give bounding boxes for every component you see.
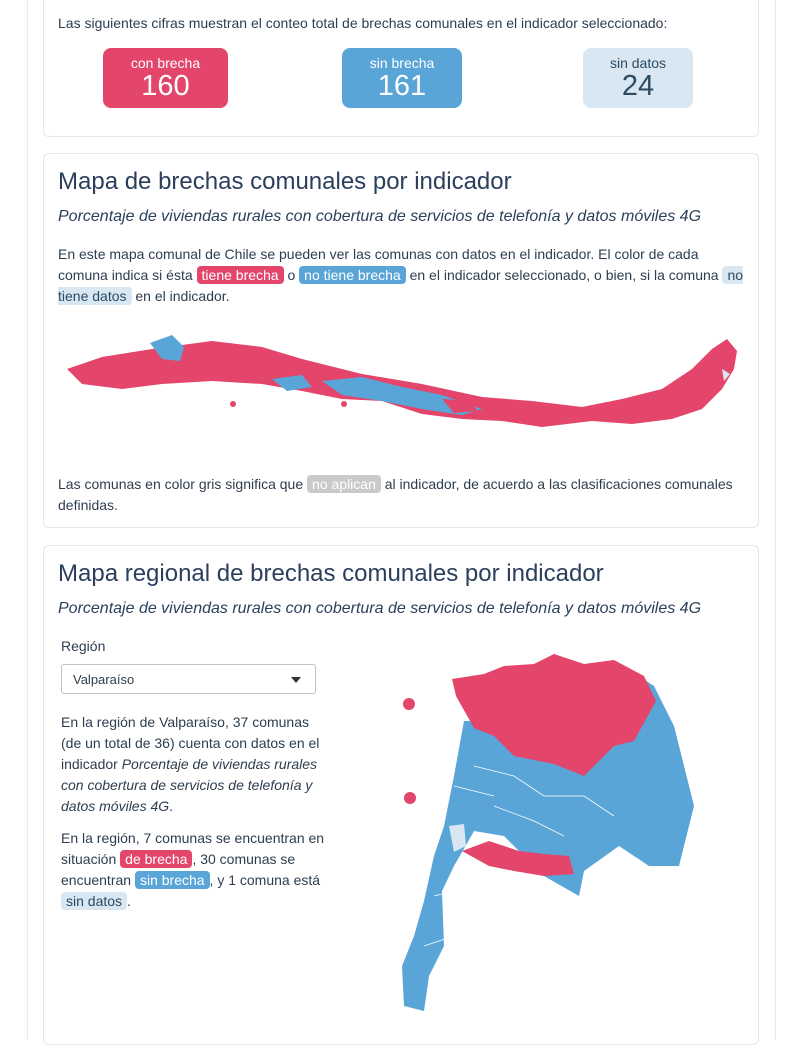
- stat-card: con brecha 160: [103, 48, 228, 108]
- region-label: Región: [61, 638, 106, 654]
- island: [403, 698, 415, 710]
- text: En este mapa comunal de Chile se pueden …: [58, 246, 699, 283]
- regional-map-card: Mapa regional de brechas comunales por i…: [43, 545, 759, 1045]
- region-map: [402, 654, 694, 1011]
- stat-count: 24: [621, 70, 655, 102]
- stat-label: con brecha: [130, 55, 201, 71]
- indicator-name: Porcentaje de viviendas rurales con cobe…: [61, 756, 318, 814]
- island: [404, 792, 416, 804]
- stat-count: 160: [141, 70, 190, 102]
- stat-label: sin datos: [609, 55, 667, 71]
- section-title: Mapa de brechas comunales por indicador: [58, 168, 512, 195]
- region-shape: [272, 375, 312, 391]
- region-shape: [722, 369, 730, 381]
- page-frame: [27, 0, 776, 1040]
- map-note: Las comunas en color gris significa que …: [58, 474, 748, 516]
- region-paragraph: En la región de Valparaíso, 37 comunas (…: [61, 712, 331, 817]
- region-shape: [402, 664, 694, 1011]
- stat-card: sin brecha 161: [342, 48, 462, 108]
- stat-label: sin brecha: [369, 55, 435, 71]
- region-shape: [442, 399, 477, 413]
- region-shape: [322, 377, 482, 415]
- map-description: En este mapa comunal de Chile se pueden …: [58, 244, 748, 307]
- section-subtitle: Porcentaje de viviendas rurales con cobe…: [58, 600, 702, 617]
- text: En la región, 7 comunas se encuentran en…: [61, 830, 325, 867]
- text: al indicador, de acuerdo a las clasifica…: [58, 476, 733, 513]
- stat-card: sin datos 24: [583, 48, 693, 108]
- badge: de brecha: [120, 850, 193, 868]
- text: en el indicador.: [135, 288, 230, 304]
- text: o: [287, 267, 296, 283]
- region-shape: [67, 339, 737, 427]
- stat-count: 161: [377, 70, 427, 102]
- text: , y 1 comuna está: [209, 872, 321, 888]
- region-shape: [452, 654, 656, 776]
- badge: no tiene brecha: [299, 266, 406, 284]
- commune-borders: [423, 765, 615, 947]
- badge: tiene brecha: [196, 266, 284, 284]
- region-paragraph: En la región, 7 comunas se encuentran en…: [61, 828, 331, 912]
- commune-map-card: Mapa de brechas comunales por indicador …: [43, 153, 759, 528]
- selected-region: Valparaíso: [73, 672, 135, 687]
- chile-map: [67, 335, 737, 427]
- region-select[interactable]: Valparaíso: [61, 664, 316, 694]
- badge: sin brecha: [134, 871, 210, 889]
- region-shape: [449, 824, 466, 852]
- region-shape: [150, 335, 184, 361]
- text: Las comunas en color gris significa que: [58, 476, 304, 492]
- island: [341, 401, 347, 407]
- text: .: [169, 798, 174, 814]
- badge: sin datos: [61, 892, 128, 910]
- section-title: Mapa regional de brechas comunales por i…: [58, 560, 604, 587]
- text: en el indicador seleccionado, o bien, si…: [409, 267, 719, 283]
- dropdown-arrow: [291, 677, 301, 683]
- section-subtitle: Porcentaje de viviendas rurales con cobe…: [58, 208, 702, 225]
- text: En la región de Valparaíso, 37 comunas (…: [61, 714, 320, 772]
- text: , 30 comunas se encuentran: [61, 851, 296, 888]
- island: [230, 401, 236, 407]
- text: .: [127, 893, 131, 909]
- summary-card: Las siguientes cifras muestran el conteo…: [43, 0, 759, 137]
- summary-intro: Las siguientes cifras muestran el conteo…: [58, 15, 668, 31]
- badge: no aplican: [307, 475, 381, 493]
- region-shape: [462, 841, 574, 876]
